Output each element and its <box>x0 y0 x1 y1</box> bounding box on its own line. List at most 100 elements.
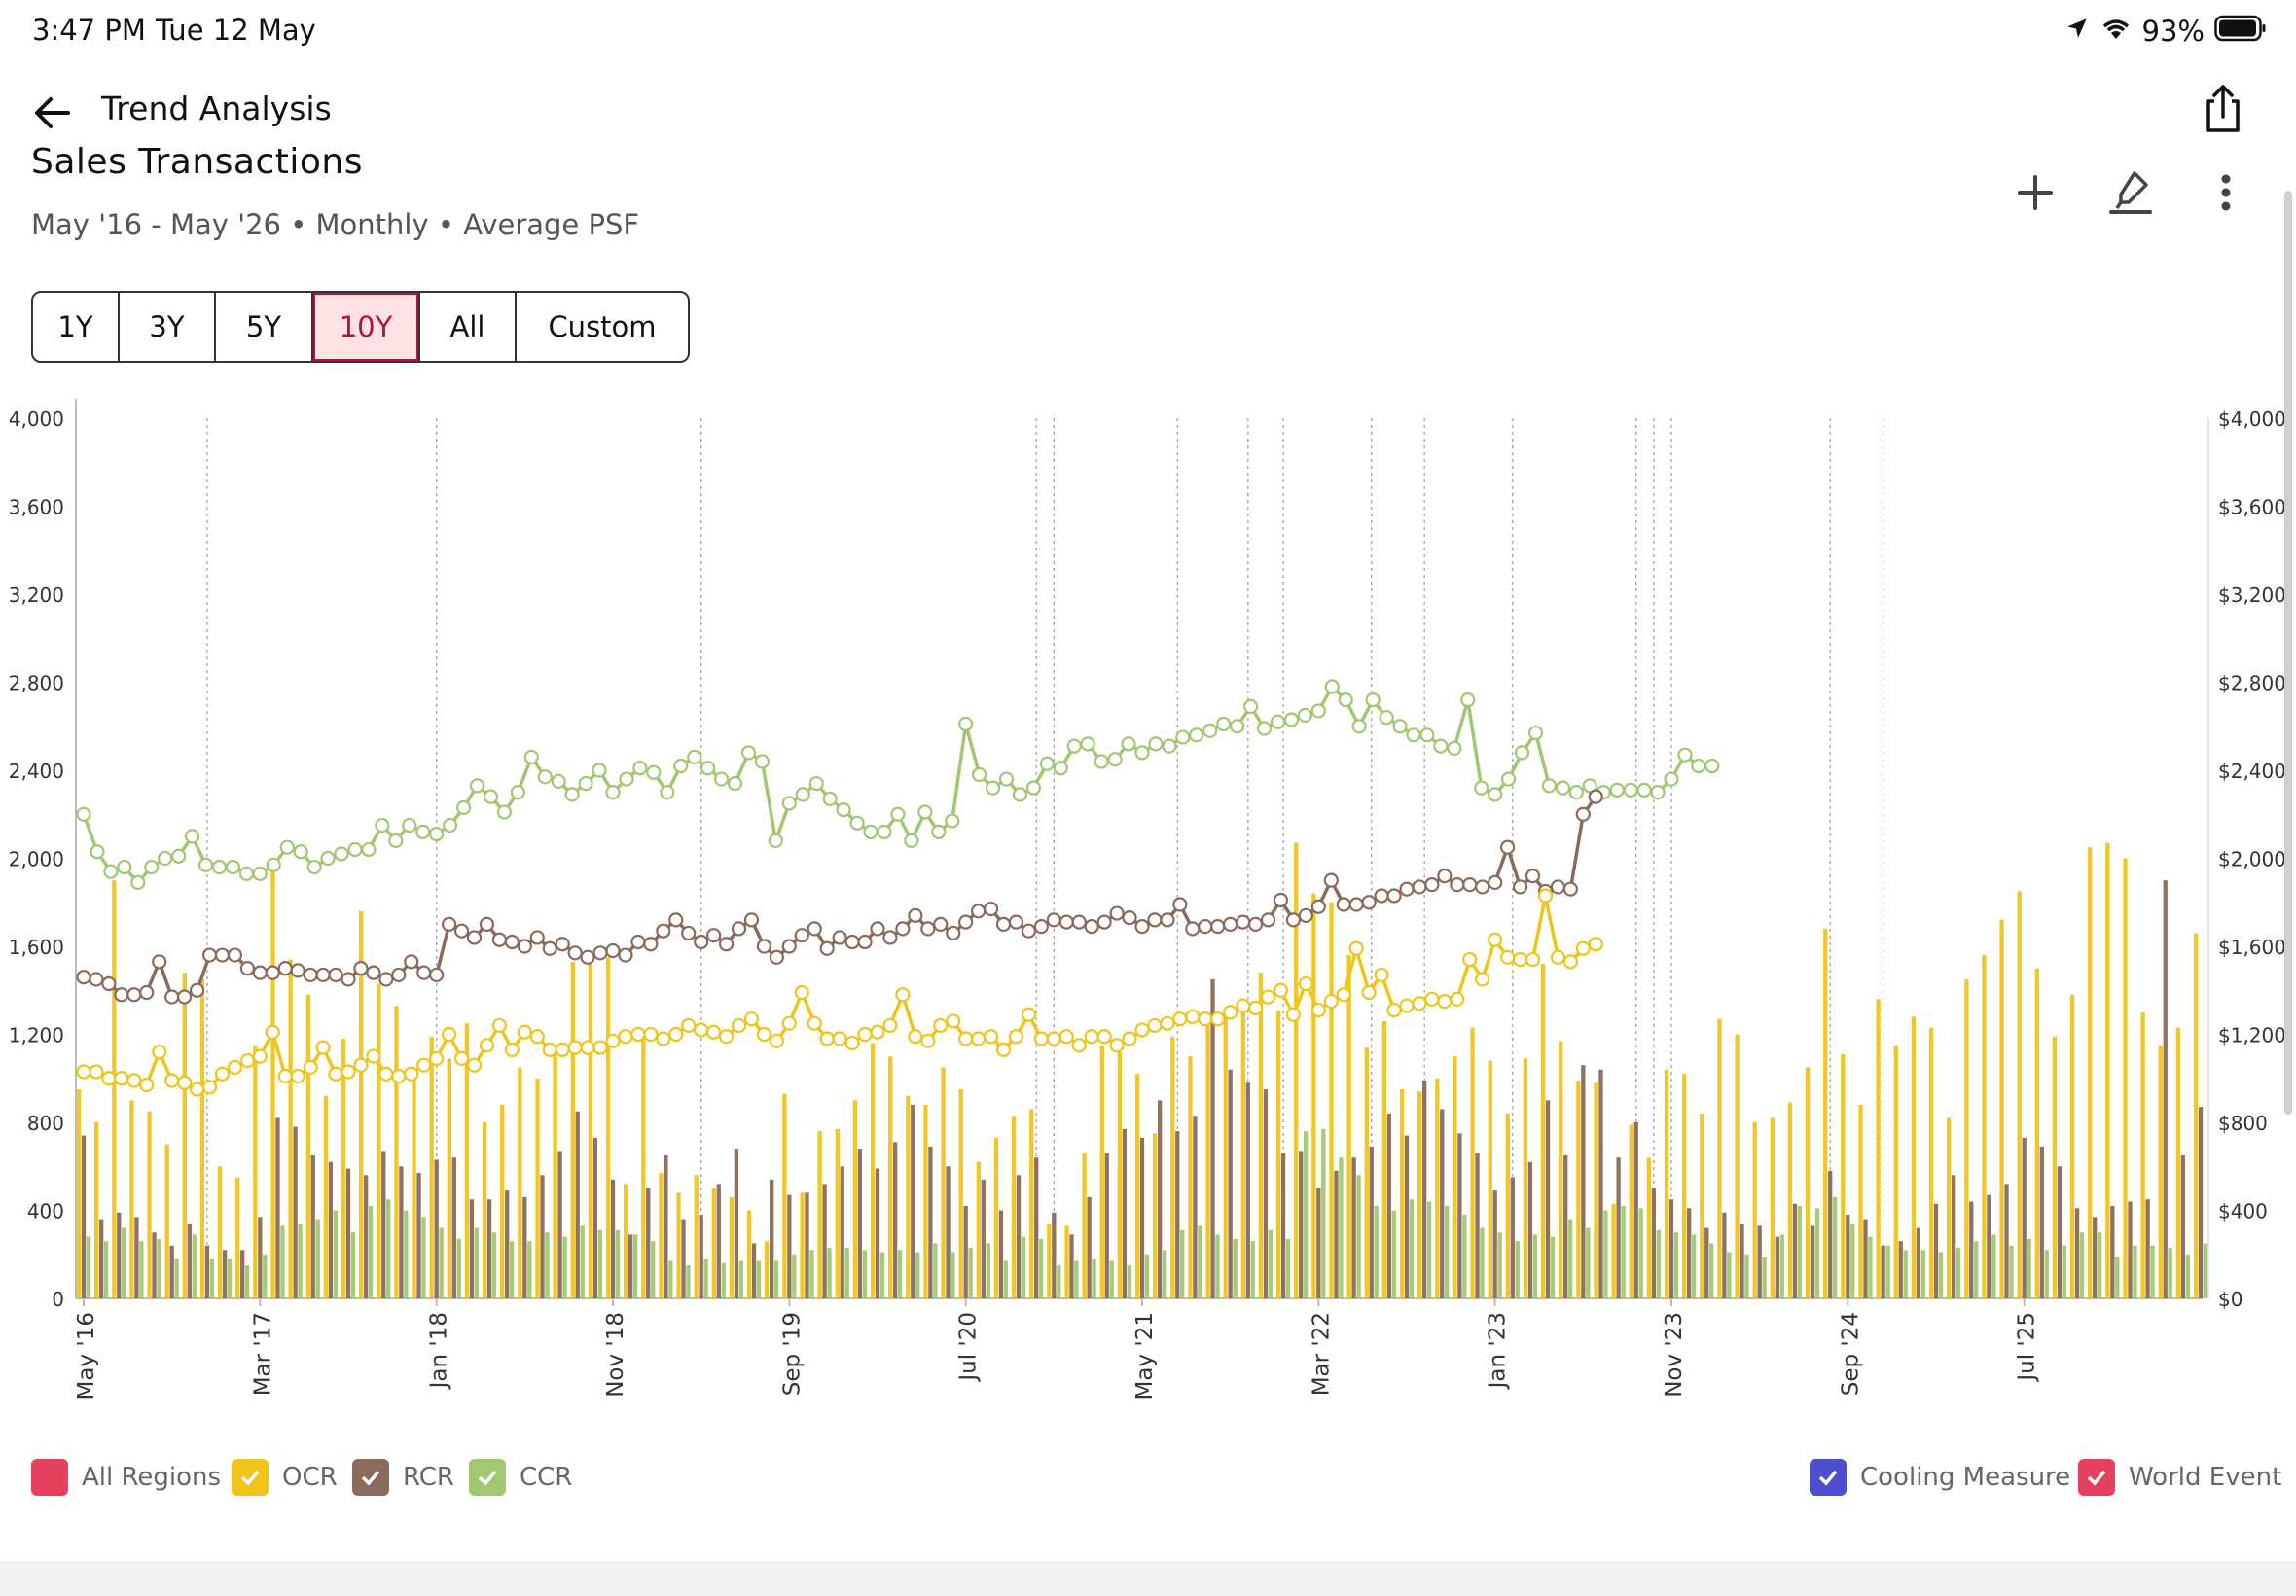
psf-point-ccr <box>1514 745 1530 761</box>
volume-bar-ocr <box>1876 999 1881 1298</box>
volume-bar-ocr <box>641 1034 646 1298</box>
plus-icon[interactable] <box>2010 167 2061 218</box>
volume-bar-rcr <box>293 1126 298 1298</box>
legend-ocr[interactable]: OCR <box>232 1459 338 1496</box>
legend-ccr[interactable]: CCR <box>469 1459 572 1496</box>
psf-point-ocr <box>1562 954 1578 970</box>
check-icon <box>232 1459 269 1496</box>
volume-bar-ocr <box>1841 1053 1846 1298</box>
psf-point-ccr <box>238 866 254 881</box>
psf-point-ccr <box>388 833 404 848</box>
volume-bar-ocr <box>199 978 205 1298</box>
psf-point-ccr <box>1609 782 1625 798</box>
status-indicators: 93% <box>2064 12 2267 51</box>
volume-bar-ccr <box>827 1247 832 1298</box>
range-10y-button[interactable]: 10Y <box>313 293 420 361</box>
volume-bar-ccr <box>1321 1128 1326 1298</box>
psf-point-rcr <box>1475 879 1490 895</box>
psf-point-rcr <box>101 975 117 992</box>
psf-point-ccr <box>1175 729 1191 745</box>
volume-bar-ocr <box>2069 994 2075 1298</box>
more-vertical-icon[interactable] <box>2201 167 2251 218</box>
psf-point-rcr <box>718 937 735 952</box>
psf-point-rcr <box>1185 921 1201 937</box>
psf-point-ocr <box>227 1059 243 1076</box>
legend-all-regions[interactable]: All Regions <box>31 1459 221 1496</box>
trend-chart[interactable]: 0 400 800 1,200 1,600 2,000 2,400 2,800 3,200 3,6… <box>0 368 2296 1420</box>
range-custom-button[interactable]: Custom <box>517 293 688 361</box>
range-3y-button[interactable]: 3Y <box>120 293 216 361</box>
legend-label: RCR <box>403 1463 454 1492</box>
volume-bar-rcr <box>928 1146 933 1298</box>
volume-bar-rcr <box>1069 1234 1074 1298</box>
psf-point-rcr <box>1021 923 1037 939</box>
volume-bar-ocr <box>1911 1016 1917 1298</box>
psf-point-ccr <box>1216 716 1232 732</box>
chart-svg[interactable]: 0 400 800 1,200 1,600 2,000 2,400 2,800 3,200 3,6… <box>0 368 2296 1420</box>
psf-point-ocr <box>1247 1000 1264 1015</box>
volume-bar-rcr <box>2145 1199 2150 1298</box>
psf-point-ocr <box>681 1017 697 1034</box>
range-5y-button[interactable]: 5Y <box>216 293 313 361</box>
volume-bar-ocr <box>1682 1074 1687 1298</box>
volume-bar-ccr <box>1074 1260 1079 1298</box>
range-all-button[interactable]: All <box>420 293 517 361</box>
volume-bar-rcr <box>1863 1219 1868 1298</box>
psf-point-ccr <box>197 857 214 872</box>
volume-bar-ocr <box>1540 964 1546 1298</box>
volume-bar-rcr <box>2074 1208 2080 1298</box>
volume-bar-ocr <box>1752 1122 1757 1298</box>
y-right-tick-label: $3,600 <box>2218 496 2286 519</box>
legend-world-event[interactable]: World Event <box>2078 1459 2281 1496</box>
psf-point-ocr <box>1223 1005 1238 1020</box>
volume-bar-ccr <box>1391 1210 1396 1298</box>
volume-bar-ccr <box>580 1225 585 1298</box>
highlighter-icon[interactable] <box>2105 167 2156 218</box>
back-button[interactable] <box>29 91 80 134</box>
psf-point-ocr <box>404 1066 419 1082</box>
y-right-tick-label: $4,000 <box>2218 408 2286 431</box>
psf-point-rcr <box>1462 877 1478 893</box>
volume-bar-rcr <box>381 1151 386 1298</box>
volume-bar-ocr <box>288 959 293 1298</box>
volume-bar-ocr <box>1170 1036 1175 1298</box>
psf-point-ocr <box>1273 982 1289 998</box>
volume-bar-ocr <box>1787 1102 1793 1298</box>
volume-bar-rcr <box>981 1179 986 1298</box>
psf-point-rcr <box>429 967 445 983</box>
psf-point-ocr <box>1348 940 1364 956</box>
volume-bar-rcr <box>2163 880 2168 1298</box>
psf-point-ccr <box>700 761 716 776</box>
x-tick-label: Mar '22 <box>1309 1312 1334 1396</box>
legend-cooling-measure[interactable]: Cooling Measure <box>1810 1459 2070 1496</box>
volume-bar-rcr <box>505 1190 510 1298</box>
volume-bar-ocr <box>941 1067 946 1298</box>
volume-bar-ccr <box>756 1260 762 1298</box>
psf-point-ocr <box>442 1026 457 1043</box>
volume-bar-rcr <box>1280 1153 1286 1298</box>
y-right-tick-label: $2,000 <box>2218 848 2286 871</box>
psf-point-ccr <box>171 848 187 864</box>
y-tick-label: 1,600 <box>9 936 64 959</box>
range-1y-button[interactable]: 1Y <box>33 293 120 361</box>
volume-bar-ocr <box>765 1241 770 1298</box>
volume-bar-ocr <box>553 1045 557 1298</box>
volume-bar-ocr <box>182 973 187 1298</box>
psf-point-rcr <box>668 912 684 928</box>
psf-point-ccr <box>90 844 105 860</box>
chart-subtitle: May '16 - May '26 • Monthly • Average PS… <box>31 208 640 241</box>
psf-point-rcr <box>1172 897 1188 912</box>
volume-bar-ocr <box>1188 1056 1193 1298</box>
volume-bar-ccr <box>1814 1208 1820 1298</box>
psf-point-ocr <box>126 1073 142 1088</box>
share-button[interactable] <box>2201 82 2245 136</box>
legend-rcr[interactable]: RCR <box>352 1459 454 1496</box>
volume-bar-ccr <box>456 1238 461 1298</box>
x-tick-label: May '16 <box>74 1312 99 1400</box>
scroll-indicator[interactable] <box>2284 191 2292 1115</box>
x-tick-label: May '21 <box>1132 1312 1158 1400</box>
psf-point-rcr <box>542 940 557 956</box>
psf-point-ocr <box>1424 991 1440 1007</box>
volume-bar-ocr <box>1488 1060 1492 1298</box>
volume-bar-ccr <box>209 1259 215 1298</box>
